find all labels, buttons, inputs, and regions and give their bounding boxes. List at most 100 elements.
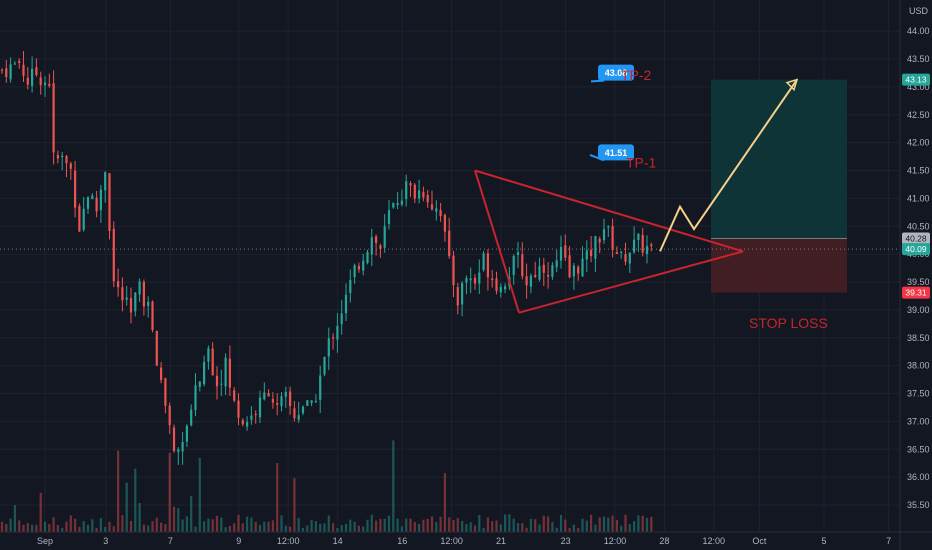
candle-body — [203, 362, 206, 385]
candle-body — [246, 421, 249, 427]
volume-bar — [39, 492, 42, 532]
candle-body — [387, 210, 391, 224]
time-axis[interactable]: Sep 3 7 9 12:00 14 16 12:00 21 23 12:00 28 12:00 Oct 5… — [0, 531, 932, 546]
volume-bar — [396, 518, 399, 532]
y-tick-label: 37.50 — [907, 389, 930, 399]
volume-bar — [516, 523, 520, 532]
volume-bar — [375, 520, 378, 532]
candle-body — [641, 235, 644, 253]
volume-bar — [9, 518, 12, 532]
candle-body — [430, 204, 434, 210]
candle-body — [456, 287, 459, 306]
candle-body — [465, 278, 468, 283]
candle-body — [564, 245, 567, 258]
axis-price-tag-label: 43.13 — [905, 75, 927, 85]
volume-bar — [633, 521, 636, 532]
candle-body — [82, 208, 85, 230]
candle-body — [366, 252, 369, 264]
candle-body — [13, 63, 16, 65]
candle-body — [469, 278, 472, 281]
candle-body — [418, 190, 421, 199]
candle-body — [280, 396, 283, 407]
price-axis[interactable]: 35.50 36.00 36.50 37.00 37.50 38.00 38.50 39.00… — [899, 0, 930, 550]
volume-bar — [147, 525, 150, 532]
volume-bar — [220, 517, 223, 532]
volume-bar — [551, 522, 554, 532]
x-tick-label: 16 — [397, 536, 407, 546]
candle-body — [95, 197, 98, 212]
candle-body — [43, 82, 47, 86]
volume-bar — [65, 521, 68, 532]
candle-body — [31, 68, 34, 87]
volume-bar — [215, 515, 219, 532]
candle-body — [190, 409, 193, 426]
volume-bar — [387, 515, 391, 532]
volume-bar — [650, 516, 653, 532]
candle-body — [78, 205, 81, 232]
candle-body — [5, 68, 8, 78]
callout-box — [598, 64, 634, 81]
candle-body — [220, 383, 223, 385]
candle-body — [426, 195, 429, 203]
volume-bar — [91, 519, 94, 532]
volume-bar — [383, 518, 386, 532]
candle-body — [185, 425, 188, 442]
x-tick-label: 3 — [103, 536, 108, 546]
volume-bar — [439, 516, 442, 532]
candle-body — [284, 391, 287, 397]
y-tick-label: 38.50 — [907, 333, 930, 343]
volume-bar — [203, 521, 206, 532]
candle-body — [362, 260, 365, 271]
volume-bars — [0, 440, 653, 532]
candle-body — [538, 266, 541, 280]
volume-bar — [340, 525, 343, 532]
callout-pointer — [590, 79, 605, 83]
candle-body — [194, 385, 197, 410]
y-tick-label: 42.50 — [907, 110, 930, 120]
volume-bar — [263, 521, 266, 532]
volume-bar — [495, 520, 498, 532]
candle-body — [486, 253, 489, 278]
volume-bar — [529, 518, 532, 532]
volume-bar — [250, 517, 253, 532]
volume-bar — [48, 524, 51, 532]
volume-bar — [271, 520, 274, 532]
volume-bar — [379, 518, 382, 532]
candle-body — [357, 266, 360, 270]
volume-bar — [624, 514, 627, 532]
candle-body — [332, 337, 335, 339]
candle-body — [26, 77, 29, 85]
volume-bar — [478, 514, 481, 532]
candle-body — [35, 67, 38, 75]
volume-bar — [435, 521, 438, 532]
candle-body — [155, 331, 158, 366]
candle-body — [499, 286, 502, 293]
triangle-upper-line — [474, 169, 744, 253]
y-tick-label: 38.00 — [907, 361, 930, 371]
volume-bar — [370, 514, 373, 532]
candle-body — [611, 225, 614, 250]
candle-body — [645, 246, 649, 255]
volume-bar — [254, 521, 257, 532]
candle-body — [276, 402, 279, 405]
candle-body — [555, 260, 558, 268]
y-tick-label: 41.00 — [907, 193, 930, 203]
candle-body — [52, 83, 55, 153]
volume-bar — [314, 521, 317, 532]
volume-bar — [400, 526, 403, 532]
volume-bar — [594, 524, 597, 532]
volume-bar — [18, 520, 21, 532]
volume-bar — [620, 525, 623, 532]
candle-body — [138, 281, 141, 295]
candle-body — [559, 247, 563, 261]
y-tick-label: 35.50 — [907, 500, 930, 510]
loss-zone — [711, 238, 847, 293]
candle-body — [233, 390, 236, 401]
candle-body — [650, 244, 653, 247]
volume-bar — [392, 440, 395, 532]
volume-bar — [628, 524, 631, 532]
volume-bar — [108, 521, 111, 532]
volume-bar — [5, 524, 8, 532]
